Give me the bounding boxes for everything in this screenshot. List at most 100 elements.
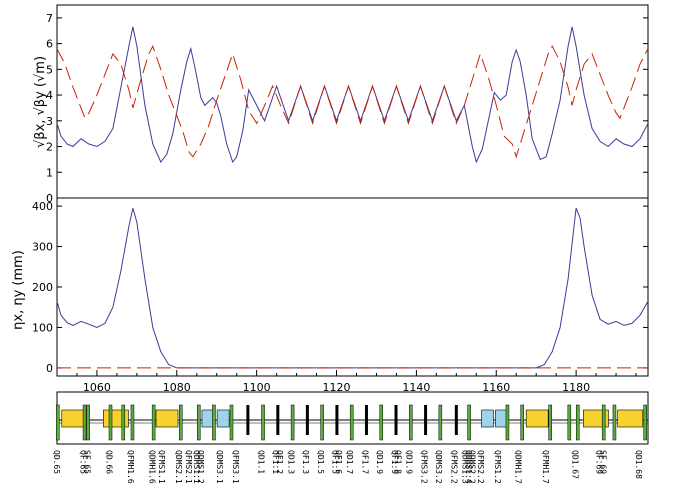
quadrupole-magnet xyxy=(179,404,183,441)
lattice-element-label: QF1.7 xyxy=(360,450,369,474)
lattice-element-label: QFMS1.2 xyxy=(493,450,502,484)
dispersion-series-line xyxy=(56,207,649,369)
dispersion-x-tick-label: 1100 xyxy=(243,381,271,394)
lattice-element-label: QFMS3.1 xyxy=(231,450,240,484)
sextupole-magnet xyxy=(424,405,428,435)
dipole-magnet xyxy=(525,409,549,428)
dispersion-x-tick-label: 1120 xyxy=(323,381,351,394)
lattice-element-label: QD1.67 xyxy=(571,450,580,479)
beta-y-tick-label: 6 xyxy=(46,38,53,51)
lattice-element-label: QD1.3 xyxy=(286,450,295,474)
lattice-element-label: QD1.68 xyxy=(634,450,643,479)
quadrupole-magnet xyxy=(261,404,265,441)
lattice-element-label: QD1.9 xyxy=(405,450,414,474)
lattice-element-label: QFMS3.2 xyxy=(419,450,428,484)
dispersion-y-axis-label: ηx, ηy (mm) xyxy=(11,250,26,330)
dispersion-x-tick-label: 1160 xyxy=(482,381,510,394)
sextupole-magnet xyxy=(364,405,368,435)
beta-series-group xyxy=(56,26,649,164)
dipole-magnet xyxy=(617,409,644,428)
dispersion-x-ticks: 1060 1080 1100 1120 1140 1160 1180 xyxy=(56,370,637,394)
dispersion-y-tick-label: 100 xyxy=(32,321,53,334)
lattice-element-label: QF.69 xyxy=(595,450,604,474)
lattice-element-label: QDMS3.2 xyxy=(434,450,443,484)
sextupole-magnet xyxy=(454,405,458,435)
lattice-element-label: SF.65 xyxy=(82,450,91,474)
quadrupole-magnet xyxy=(82,404,87,441)
quadrupole-magnet xyxy=(121,404,126,441)
beta-y-axis-label: √βx, √βy (√m) xyxy=(33,56,48,148)
dipole-magnet-blue xyxy=(495,409,508,428)
lattice-element-label: QDMS1.1 xyxy=(192,450,201,484)
lattice-element-label: QF.65 xyxy=(78,450,87,474)
beta-y-tick-label: 7 xyxy=(46,12,53,25)
quadrupole-magnet xyxy=(108,404,113,441)
sextupole-magnet xyxy=(394,405,398,435)
lattice-element-label: QD1.9 xyxy=(375,450,384,474)
lattice-element-label: QDMS1.2 xyxy=(196,450,205,484)
lattice-element-label: QD.66 xyxy=(105,450,114,474)
dipole-magnet-blue xyxy=(201,409,215,428)
dispersion-x-tick-label: 1180 xyxy=(562,381,590,394)
beta-y-tick-label: 5 xyxy=(46,63,53,76)
dispersion-y-tick-label: 200 xyxy=(32,281,53,294)
lattice-element-label: QDMS3.1 xyxy=(215,450,224,484)
lattice-element-label: QF1.2 xyxy=(275,450,284,474)
quadrupole-magnet xyxy=(567,404,572,441)
lattice-element-label: QFMH1.6 xyxy=(126,450,135,484)
dipole-magnet-blue xyxy=(481,409,494,428)
quadrupole-magnet xyxy=(151,404,156,441)
dipole-magnet-blue xyxy=(216,409,230,428)
quadrupole-magnet xyxy=(197,404,201,441)
quadrupole-magnet xyxy=(601,404,606,441)
quadrupole-magnet xyxy=(438,404,443,441)
lattice-element-label: QF1.9 xyxy=(390,450,399,474)
quadrupole-magnet xyxy=(349,404,354,441)
dispersion-y-tick-label: 0 xyxy=(46,362,53,375)
lattice-element-label: QFMS2.2 xyxy=(450,450,459,484)
beta-y-tick-label: 3 xyxy=(46,115,53,128)
dispersion-y-tick-label: 300 xyxy=(32,241,53,254)
quadrupole-magnet xyxy=(86,404,90,441)
sextupole-magnet xyxy=(305,405,309,435)
lattice-element-label: QFMH1.7 xyxy=(541,450,550,484)
quadrupole-magnet xyxy=(575,404,580,441)
dispersion-series-group xyxy=(56,207,649,369)
lattice-element-label: QFMS1.1 xyxy=(157,450,166,484)
lattice-element-label: QF1.6 xyxy=(334,450,343,474)
lattice-element-label: QDMS2.1 xyxy=(174,450,183,484)
quadrupole-magnet xyxy=(520,404,524,441)
quadrupole-magnet xyxy=(612,404,617,441)
beta-y-tick-label: 2 xyxy=(46,141,53,154)
lattice-elements xyxy=(56,404,647,441)
quadrupole-magnet xyxy=(467,404,471,441)
lattice-element-label: QD1.5 xyxy=(316,450,325,474)
beta-series-line xyxy=(56,26,649,164)
quadrupole-magnet xyxy=(320,404,324,441)
lattice-element-label: QDMH1.7 xyxy=(514,450,523,484)
dipole-magnet xyxy=(155,409,179,428)
beta-series-line xyxy=(56,44,649,159)
beta-y-tick-label: 0 xyxy=(46,192,53,205)
quadrupole-magnet xyxy=(379,404,384,441)
sextupole-magnet xyxy=(276,405,280,435)
dispersion-x-tick-label: 1080 xyxy=(163,381,191,394)
sextupole-magnet xyxy=(335,405,339,435)
lattice-element-label: QFMS2.1 xyxy=(184,450,193,484)
lattice-element-label: SF.69 xyxy=(598,450,607,474)
lattice-element-label: QF1.5 xyxy=(330,450,339,474)
dispersion-y-tick-label: 400 xyxy=(32,200,53,213)
quadrupole-magnet xyxy=(290,404,295,441)
dispersion-panel: 0 100 200 300 400 1060 1080 1100 1120 1140 1160 11… xyxy=(11,197,649,394)
quadrupole-magnet xyxy=(409,404,413,441)
beta-y-tick-label: 1 xyxy=(46,166,53,179)
lattice-element-label: QD.65 xyxy=(52,450,61,474)
lattice-element-label: QD1.1 xyxy=(257,450,266,474)
beta-y-tick-label: 4 xyxy=(46,89,53,102)
dispersion-x-tick-label: 1140 xyxy=(402,381,430,394)
quadrupole-magnet xyxy=(548,404,552,441)
